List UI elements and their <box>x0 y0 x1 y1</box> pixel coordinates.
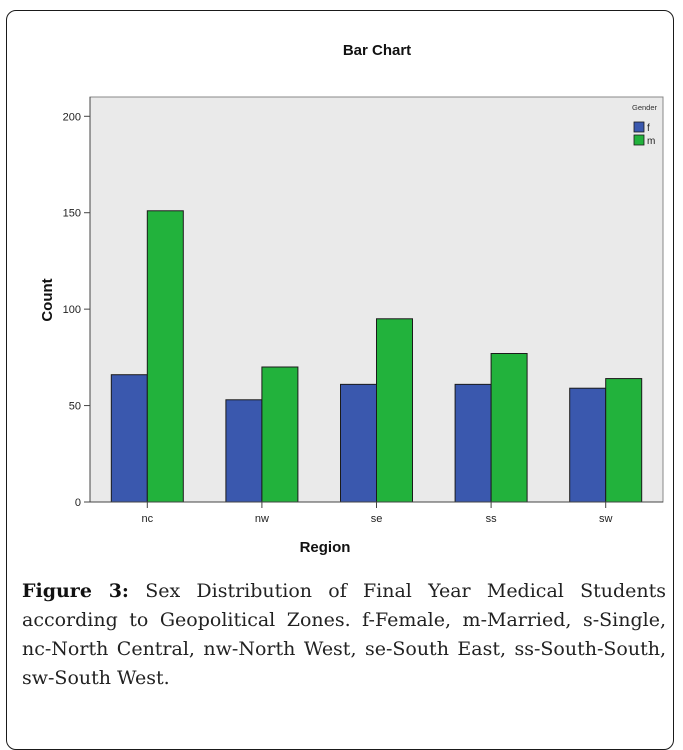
legend-swatch-m <box>633 134 645 146</box>
bar-m-sw <box>605 378 643 503</box>
bar-f-se <box>340 383 377 503</box>
y-tick-label: 150 <box>63 208 81 220</box>
y-tick-label: 0 <box>75 497 81 509</box>
y-axis-label: Count <box>39 278 56 321</box>
bar-f-ss <box>454 383 492 503</box>
x-axis: nc nw se ss sw <box>90 501 663 525</box>
caption-label: Figure 3: <box>22 580 129 602</box>
legend-swatch-f <box>633 121 645 133</box>
x-tick-label: sw <box>599 513 613 525</box>
bar-f-nc <box>110 374 148 503</box>
legend-title: Gender <box>632 103 658 112</box>
bars-group <box>110 210 643 503</box>
bar-m-se <box>376 318 413 503</box>
chart-title: Bar Chart <box>343 42 411 59</box>
figure-caption: Figure 3: Sex Distribution of Final Year… <box>22 577 666 693</box>
caption-text: Sex Distribution of Final Year Medical S… <box>22 580 666 689</box>
y-tick-label: 100 <box>63 304 81 316</box>
y-axis: 0 50 100 150 200 <box>63 97 91 509</box>
bar-m-nc <box>146 210 184 503</box>
x-tick-label: nw <box>255 513 269 525</box>
bar-f-sw <box>569 387 607 503</box>
bar-m-nw <box>261 366 299 503</box>
x-tick-label: se <box>371 513 383 525</box>
legend-label-m: m <box>647 136 655 147</box>
bar-m-ss <box>490 353 528 503</box>
bar-f-nw <box>225 399 263 503</box>
x-axis-label: Region <box>300 539 351 556</box>
legend: Gender fm <box>632 103 658 147</box>
y-tick-label: 50 <box>69 401 81 413</box>
x-tick-label: nc <box>141 513 153 525</box>
x-tick-label: ss <box>486 513 498 525</box>
legend-label-f: f <box>647 123 650 134</box>
y-tick-label: 200 <box>63 111 81 123</box>
